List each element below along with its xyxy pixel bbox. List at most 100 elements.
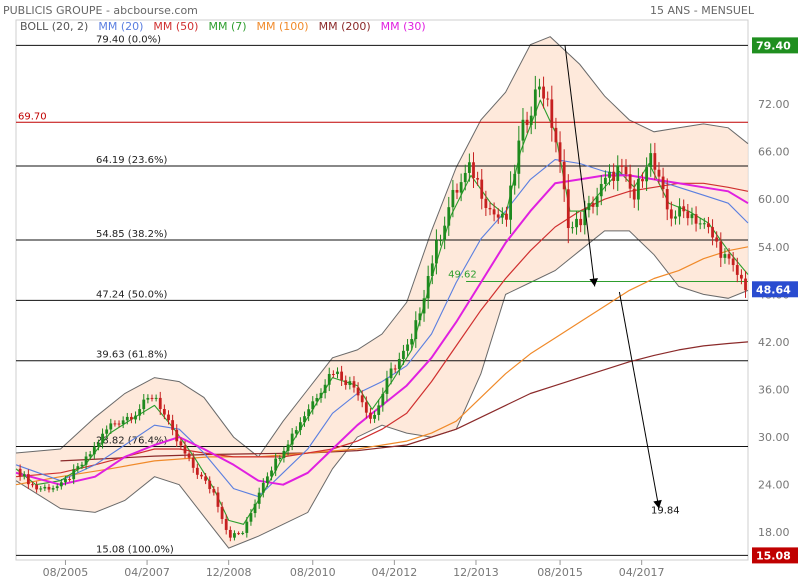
- candle: [59, 478, 63, 490]
- candle: [311, 396, 315, 415]
- bollinger-lower-line: [15, 230, 749, 549]
- chart-title: PUBLICIS GROUPE - abcbourse.com: [3, 4, 198, 17]
- price-badge-label-1: 48.64: [756, 283, 791, 296]
- x-tick-label-4: 04/2012: [372, 566, 418, 579]
- y-tick-label-1: 24.00: [758, 479, 790, 492]
- candle: [562, 149, 566, 202]
- candle: [661, 167, 665, 198]
- candle: [352, 376, 356, 393]
- candle: [150, 394, 154, 402]
- candle: [331, 370, 335, 378]
- candle: [142, 394, 146, 415]
- y-tick-label-7: 60.00: [758, 193, 790, 206]
- candle: [509, 171, 512, 235]
- legend-item-2: MM (50): [153, 20, 199, 33]
- candle: [529, 106, 533, 135]
- candle: [463, 164, 467, 191]
- candle: [595, 187, 599, 216]
- candle: [426, 265, 430, 309]
- candle: [109, 418, 113, 434]
- candle: [546, 91, 550, 107]
- candle: [715, 231, 719, 248]
- candle: [55, 483, 59, 491]
- candle: [195, 463, 199, 479]
- x-tick-label-2: 12/2008: [206, 566, 252, 579]
- candle: [373, 410, 376, 423]
- candle: [138, 404, 142, 421]
- arrow-head-0: [589, 278, 598, 287]
- price-badge-2: [752, 547, 798, 564]
- candle: [533, 75, 537, 130]
- candle: [678, 198, 681, 225]
- candle: [636, 168, 640, 211]
- candle: [356, 382, 360, 401]
- candle: [608, 164, 611, 186]
- candle: [26, 469, 30, 490]
- candle: [369, 408, 372, 424]
- candle: [344, 375, 348, 390]
- candle: [298, 417, 302, 436]
- candle: [241, 531, 245, 536]
- candle: [702, 217, 706, 229]
- candle: [257, 487, 261, 509]
- y-tick-label-9: 72.00: [758, 98, 790, 111]
- candle: [599, 175, 603, 206]
- ma30-line: [15, 174, 749, 486]
- candle: [476, 171, 480, 186]
- candle: [130, 413, 133, 424]
- candle: [336, 367, 339, 379]
- candle: [402, 344, 405, 365]
- candle: [385, 370, 389, 402]
- fib-label-1: 64.19 (23.6%): [96, 155, 167, 166]
- candle: [187, 449, 191, 462]
- candle: [735, 257, 739, 283]
- candle: [422, 289, 426, 322]
- candle: [645, 157, 649, 192]
- candle: [731, 252, 735, 272]
- arrow-line-0: [564, 45, 596, 287]
- y-tick-label-0: 18.00: [758, 526, 790, 539]
- candle: [84, 451, 88, 470]
- candle: [492, 202, 496, 222]
- candle: [278, 455, 282, 462]
- candle: [472, 152, 475, 189]
- price-badge-0: [752, 37, 798, 54]
- candle: [480, 168, 484, 210]
- candle: [183, 440, 187, 459]
- candle: [35, 481, 39, 493]
- candle: [521, 108, 525, 153]
- candle: [439, 234, 442, 246]
- candle: [204, 473, 207, 485]
- candle: [538, 78, 541, 98]
- price-badge-label-2: 15.08: [756, 549, 791, 562]
- chart-period: 15 ANS - MENSUEL: [650, 4, 754, 17]
- candle: [245, 517, 249, 538]
- candle: [558, 131, 562, 173]
- y-tick-label-3: 36.00: [758, 384, 790, 397]
- candle: [364, 396, 368, 419]
- candle: [484, 190, 488, 216]
- price-badge-1: [752, 281, 798, 298]
- candle: [694, 206, 698, 232]
- candle: [286, 440, 290, 456]
- x-tick-label-3: 08/2010: [290, 566, 336, 579]
- indicator-legend: BOLL (20, 2) MM (20) MM (50) MM (7) MM (100)…: [20, 20, 436, 33]
- candle: [393, 364, 397, 373]
- candle: [76, 462, 80, 473]
- candle: [179, 437, 183, 450]
- candle: [261, 478, 265, 498]
- x-tick-label-1: 04/2007: [124, 566, 170, 579]
- candle: [513, 164, 517, 195]
- candle: [649, 143, 653, 177]
- candle: [154, 394, 158, 402]
- candle: [270, 466, 273, 481]
- candle: [451, 179, 455, 218]
- candle: [624, 159, 628, 182]
- candle: [224, 514, 228, 535]
- bollinger-upper-line: [15, 36, 749, 458]
- candle: [43, 484, 47, 492]
- candle: [727, 248, 731, 265]
- candle: [360, 390, 364, 408]
- candle: [591, 196, 595, 214]
